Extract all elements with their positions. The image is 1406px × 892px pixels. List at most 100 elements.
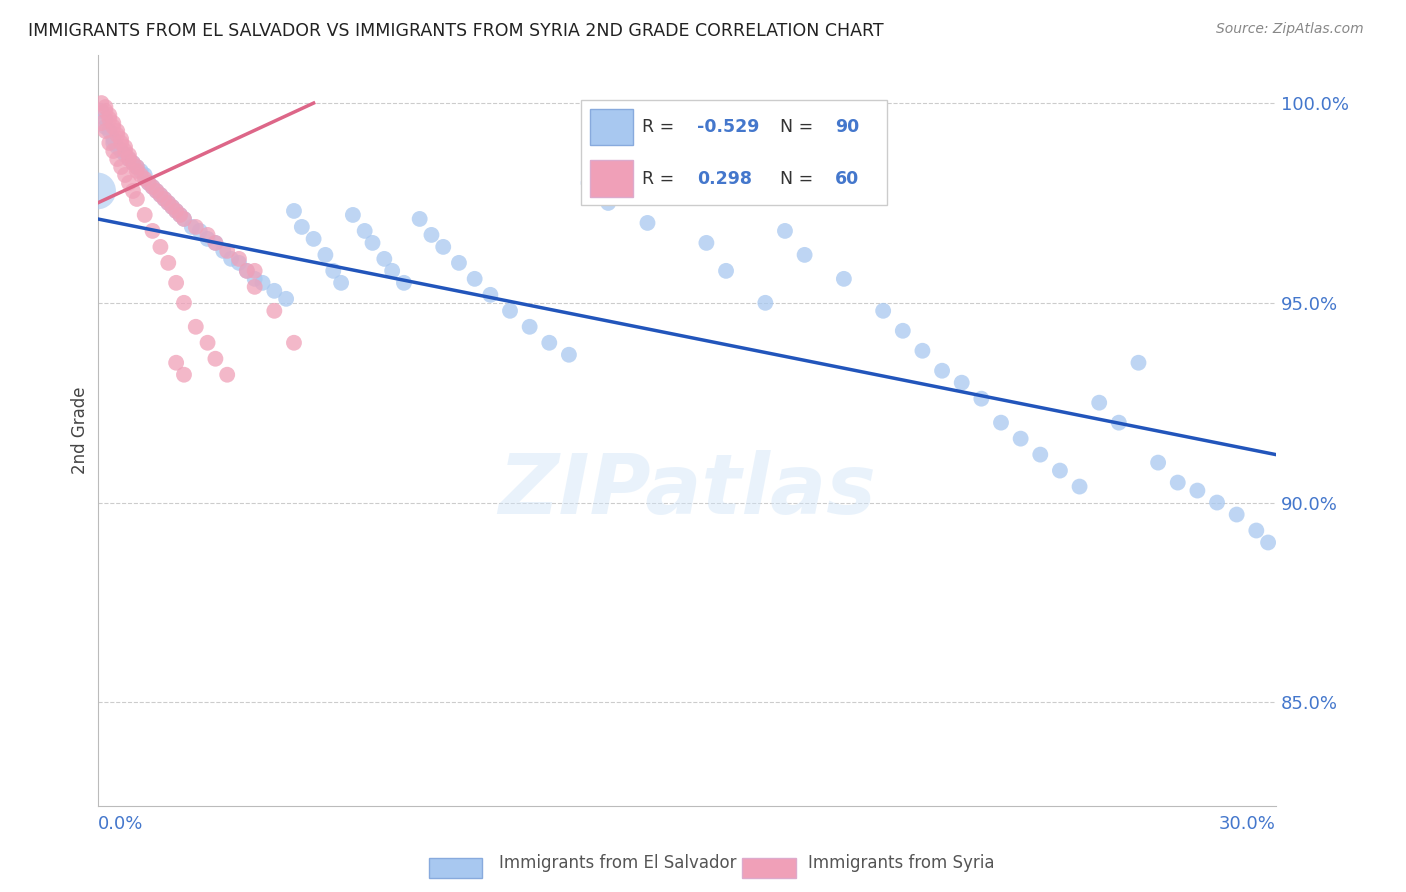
Point: [236, 264, 259, 278]
Point: [447, 256, 470, 270]
Point: [970, 392, 993, 406]
Point: [204, 235, 226, 250]
Point: [637, 216, 659, 230]
Point: [1108, 416, 1130, 430]
Point: [110, 132, 132, 146]
Point: [125, 160, 148, 174]
Point: [188, 224, 211, 238]
Point: [322, 264, 344, 278]
Point: [1147, 456, 1170, 470]
Point: [184, 219, 207, 234]
Point: [98, 124, 121, 138]
Point: [169, 208, 191, 222]
Point: [342, 208, 364, 222]
Point: [754, 295, 776, 310]
Point: [160, 200, 183, 214]
Point: [872, 303, 894, 318]
Point: [911, 343, 934, 358]
Point: [990, 416, 1012, 430]
Point: [197, 335, 219, 350]
Point: [180, 219, 202, 234]
Point: [138, 176, 160, 190]
Point: [134, 168, 156, 182]
Point: [134, 172, 156, 186]
Point: [149, 188, 172, 202]
Point: [125, 192, 148, 206]
Point: [157, 196, 180, 211]
Point: [219, 252, 242, 266]
Point: [197, 227, 219, 242]
Point: [381, 264, 404, 278]
Point: [103, 136, 125, 150]
Point: [169, 208, 191, 222]
Point: [94, 124, 117, 138]
Point: [408, 211, 430, 226]
Point: [432, 240, 454, 254]
Point: [165, 203, 187, 218]
Point: [122, 184, 145, 198]
Point: [94, 104, 117, 119]
Point: [302, 232, 325, 246]
Point: [373, 252, 395, 266]
Point: [114, 144, 136, 158]
Point: [1069, 479, 1091, 493]
Text: Source: ZipAtlas.com: Source: ZipAtlas.com: [1216, 22, 1364, 37]
Point: [353, 224, 375, 238]
Point: [598, 196, 620, 211]
Point: [173, 211, 195, 226]
Point: [105, 152, 128, 166]
Point: [145, 184, 167, 198]
Point: [1257, 535, 1279, 549]
Point: [204, 351, 226, 366]
Text: IMMIGRANTS FROM EL SALVADOR VS IMMIGRANTS FROM SYRIA 2ND GRADE CORRELATION CHART: IMMIGRANTS FROM EL SALVADOR VS IMMIGRANT…: [28, 22, 884, 40]
Point: [197, 232, 219, 246]
Point: [94, 120, 117, 134]
Text: 0.0%: 0.0%: [97, 815, 143, 833]
Point: [283, 335, 305, 350]
Point: [103, 144, 125, 158]
Point: [1128, 356, 1150, 370]
Point: [118, 176, 141, 190]
Point: [153, 192, 176, 206]
Point: [499, 303, 522, 318]
Point: [122, 156, 145, 170]
Point: [134, 208, 156, 222]
Point: [243, 264, 266, 278]
Point: [832, 272, 855, 286]
Point: [110, 144, 132, 158]
Point: [464, 272, 486, 286]
Point: [274, 292, 297, 306]
Point: [114, 168, 136, 182]
Point: [122, 156, 145, 170]
Point: [1187, 483, 1209, 498]
Point: [773, 224, 796, 238]
Point: [110, 160, 132, 174]
Text: 30.0%: 30.0%: [1219, 815, 1277, 833]
Point: [114, 140, 136, 154]
Point: [1226, 508, 1249, 522]
Point: [142, 180, 165, 194]
Point: [392, 276, 415, 290]
Point: [283, 203, 305, 218]
Point: [165, 276, 187, 290]
Point: [173, 368, 195, 382]
Point: [361, 235, 384, 250]
Point: [1246, 524, 1268, 538]
Point: [157, 196, 180, 211]
Point: [204, 235, 226, 250]
Point: [86, 184, 108, 198]
Point: [94, 112, 117, 126]
Point: [479, 288, 502, 302]
Point: [228, 252, 250, 266]
Point: [160, 200, 183, 214]
Point: [114, 148, 136, 162]
Point: [153, 192, 176, 206]
Point: [212, 244, 235, 258]
Point: [125, 164, 148, 178]
Point: [236, 264, 259, 278]
Point: [538, 335, 561, 350]
Point: [98, 112, 121, 126]
Point: [90, 116, 112, 130]
Point: [173, 211, 195, 226]
Point: [138, 176, 160, 190]
